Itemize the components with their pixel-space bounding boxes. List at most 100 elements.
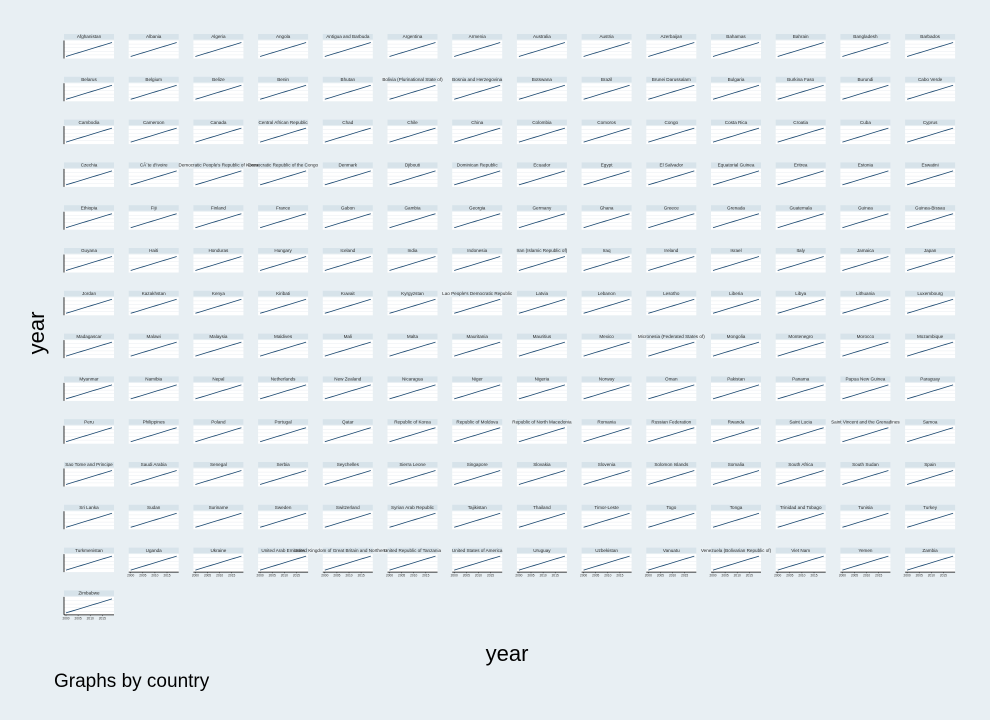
panel-title: CÃ´te d'Ivoire: [140, 162, 168, 168]
panel-strip: [516, 547, 567, 554]
panel-title: Angola: [276, 34, 291, 39]
panel-title: Mauritius: [533, 334, 552, 339]
panel-strip: [840, 547, 891, 554]
panel: Luxembourg: [905, 290, 956, 316]
series-line: [712, 341, 760, 357]
panel: Yemen 2000 2005 2010 2015: [839, 547, 891, 578]
x-tick-label: 2005: [463, 574, 470, 578]
panel: Liberia: [711, 290, 761, 316]
panel-title: Central African Republic: [258, 120, 308, 125]
panel-strip: [775, 376, 826, 382]
series-line: [712, 384, 760, 400]
panel: Comoros: [581, 119, 632, 145]
series-line: [389, 256, 436, 271]
panel-strip: [775, 290, 826, 297]
series-line: [648, 512, 695, 528]
panel: Somalia: [711, 462, 761, 487]
panel-strip: [322, 119, 373, 126]
panel-strip: [516, 76, 567, 83]
panel: Chad: [322, 119, 373, 145]
panel: Suriname: [193, 504, 244, 530]
panel: Saudi Arabia: [128, 462, 179, 487]
series-line: [842, 427, 889, 443]
panel-title: Montenegro: [788, 334, 813, 339]
panel-title: Luxembourg: [917, 291, 943, 296]
series-line: [842, 298, 889, 314]
panel-title: Australia: [533, 34, 551, 39]
panel: Cambodia: [63, 119, 114, 145]
panel: Eritrea: [775, 162, 826, 187]
series-line: [195, 213, 242, 229]
series-line: [454, 84, 501, 100]
panel: Timor-Leste: [581, 504, 632, 530]
panel-title: Lesotho: [663, 291, 680, 296]
panel-strip: [322, 419, 373, 425]
series-line: [583, 213, 630, 229]
panel: Maldives: [258, 333, 309, 359]
x-tick-label: 2010: [604, 574, 611, 578]
panel-strip: [775, 462, 826, 468]
x-tick-label: 2005: [398, 574, 405, 578]
series-line: [65, 84, 113, 100]
panel-strip: [516, 419, 567, 425]
panel-strip: [128, 248, 179, 254]
panel-title: Timor-Leste: [594, 505, 619, 510]
x-tick-label: 2010: [863, 574, 870, 578]
series-line: [777, 470, 824, 485]
panel: Ireland: [646, 248, 697, 273]
panel: Ghana: [581, 205, 632, 230]
panel-title: South Africa: [788, 462, 813, 467]
panel-title: Kazakhstan: [142, 291, 166, 296]
panel: Singapore: [452, 462, 503, 487]
series-line: [195, 384, 242, 400]
panel-title: Saudi Arabia: [141, 462, 167, 467]
panel-strip: [775, 205, 826, 211]
panel: Burundi: [840, 76, 891, 102]
panel: Fiji: [128, 205, 179, 230]
panel-title: Sweden: [275, 505, 292, 510]
series-line: [648, 555, 695, 571]
panel: Mauritius: [516, 333, 567, 359]
series-line: [842, 84, 889, 100]
panel: Equatorial Guinea: [711, 162, 761, 187]
panel: Lebanon: [581, 290, 632, 316]
panel: Mauritania: [452, 333, 503, 359]
panel-title: Democratic People's Republic of Korea: [179, 163, 259, 168]
series-line: [906, 42, 954, 57]
panel-title: Belgium: [145, 77, 162, 82]
panel-title: Nicaragua: [402, 377, 423, 382]
panel-title: Gabon: [341, 205, 355, 210]
panel-title: Trinidad and Tobago: [780, 505, 822, 510]
panel: United Republic of Tanzania 2000 2005 2010 2…: [384, 547, 442, 578]
panel-strip: [452, 376, 503, 382]
panel-strip: [516, 248, 567, 254]
panel-strip: [452, 333, 503, 340]
panel: Central African Republic: [258, 119, 308, 145]
panel: Tonga: [711, 504, 761, 530]
panel-strip: [646, 34, 697, 40]
panel-title: Mongolia: [727, 334, 746, 339]
panel-title: Norway: [599, 377, 615, 382]
x-tick-label: 2010: [798, 574, 805, 578]
panel: Angola: [258, 34, 309, 59]
panel-title: Morocco: [857, 334, 875, 339]
series-line: [259, 555, 307, 571]
panel: Samoa: [905, 419, 956, 444]
panel: Belgium: [128, 76, 179, 102]
series-line: [583, 42, 630, 57]
panel: Mongolia: [711, 333, 761, 359]
panel-title: Azerbaijan: [660, 34, 682, 39]
panel-strip: [581, 248, 632, 254]
panel-strip: [581, 547, 632, 554]
panel-title: Seychelles: [337, 462, 360, 467]
series-line: [777, 341, 824, 357]
panel-strip: [646, 462, 697, 468]
series-line: [65, 170, 113, 186]
panel-strip: [581, 162, 632, 168]
series-line: [712, 512, 760, 528]
panel: India: [387, 248, 438, 273]
panel: Niger: [452, 376, 503, 401]
series-line: [389, 341, 436, 357]
series-line: [583, 298, 630, 314]
x-tick-label: 2010: [410, 574, 417, 578]
